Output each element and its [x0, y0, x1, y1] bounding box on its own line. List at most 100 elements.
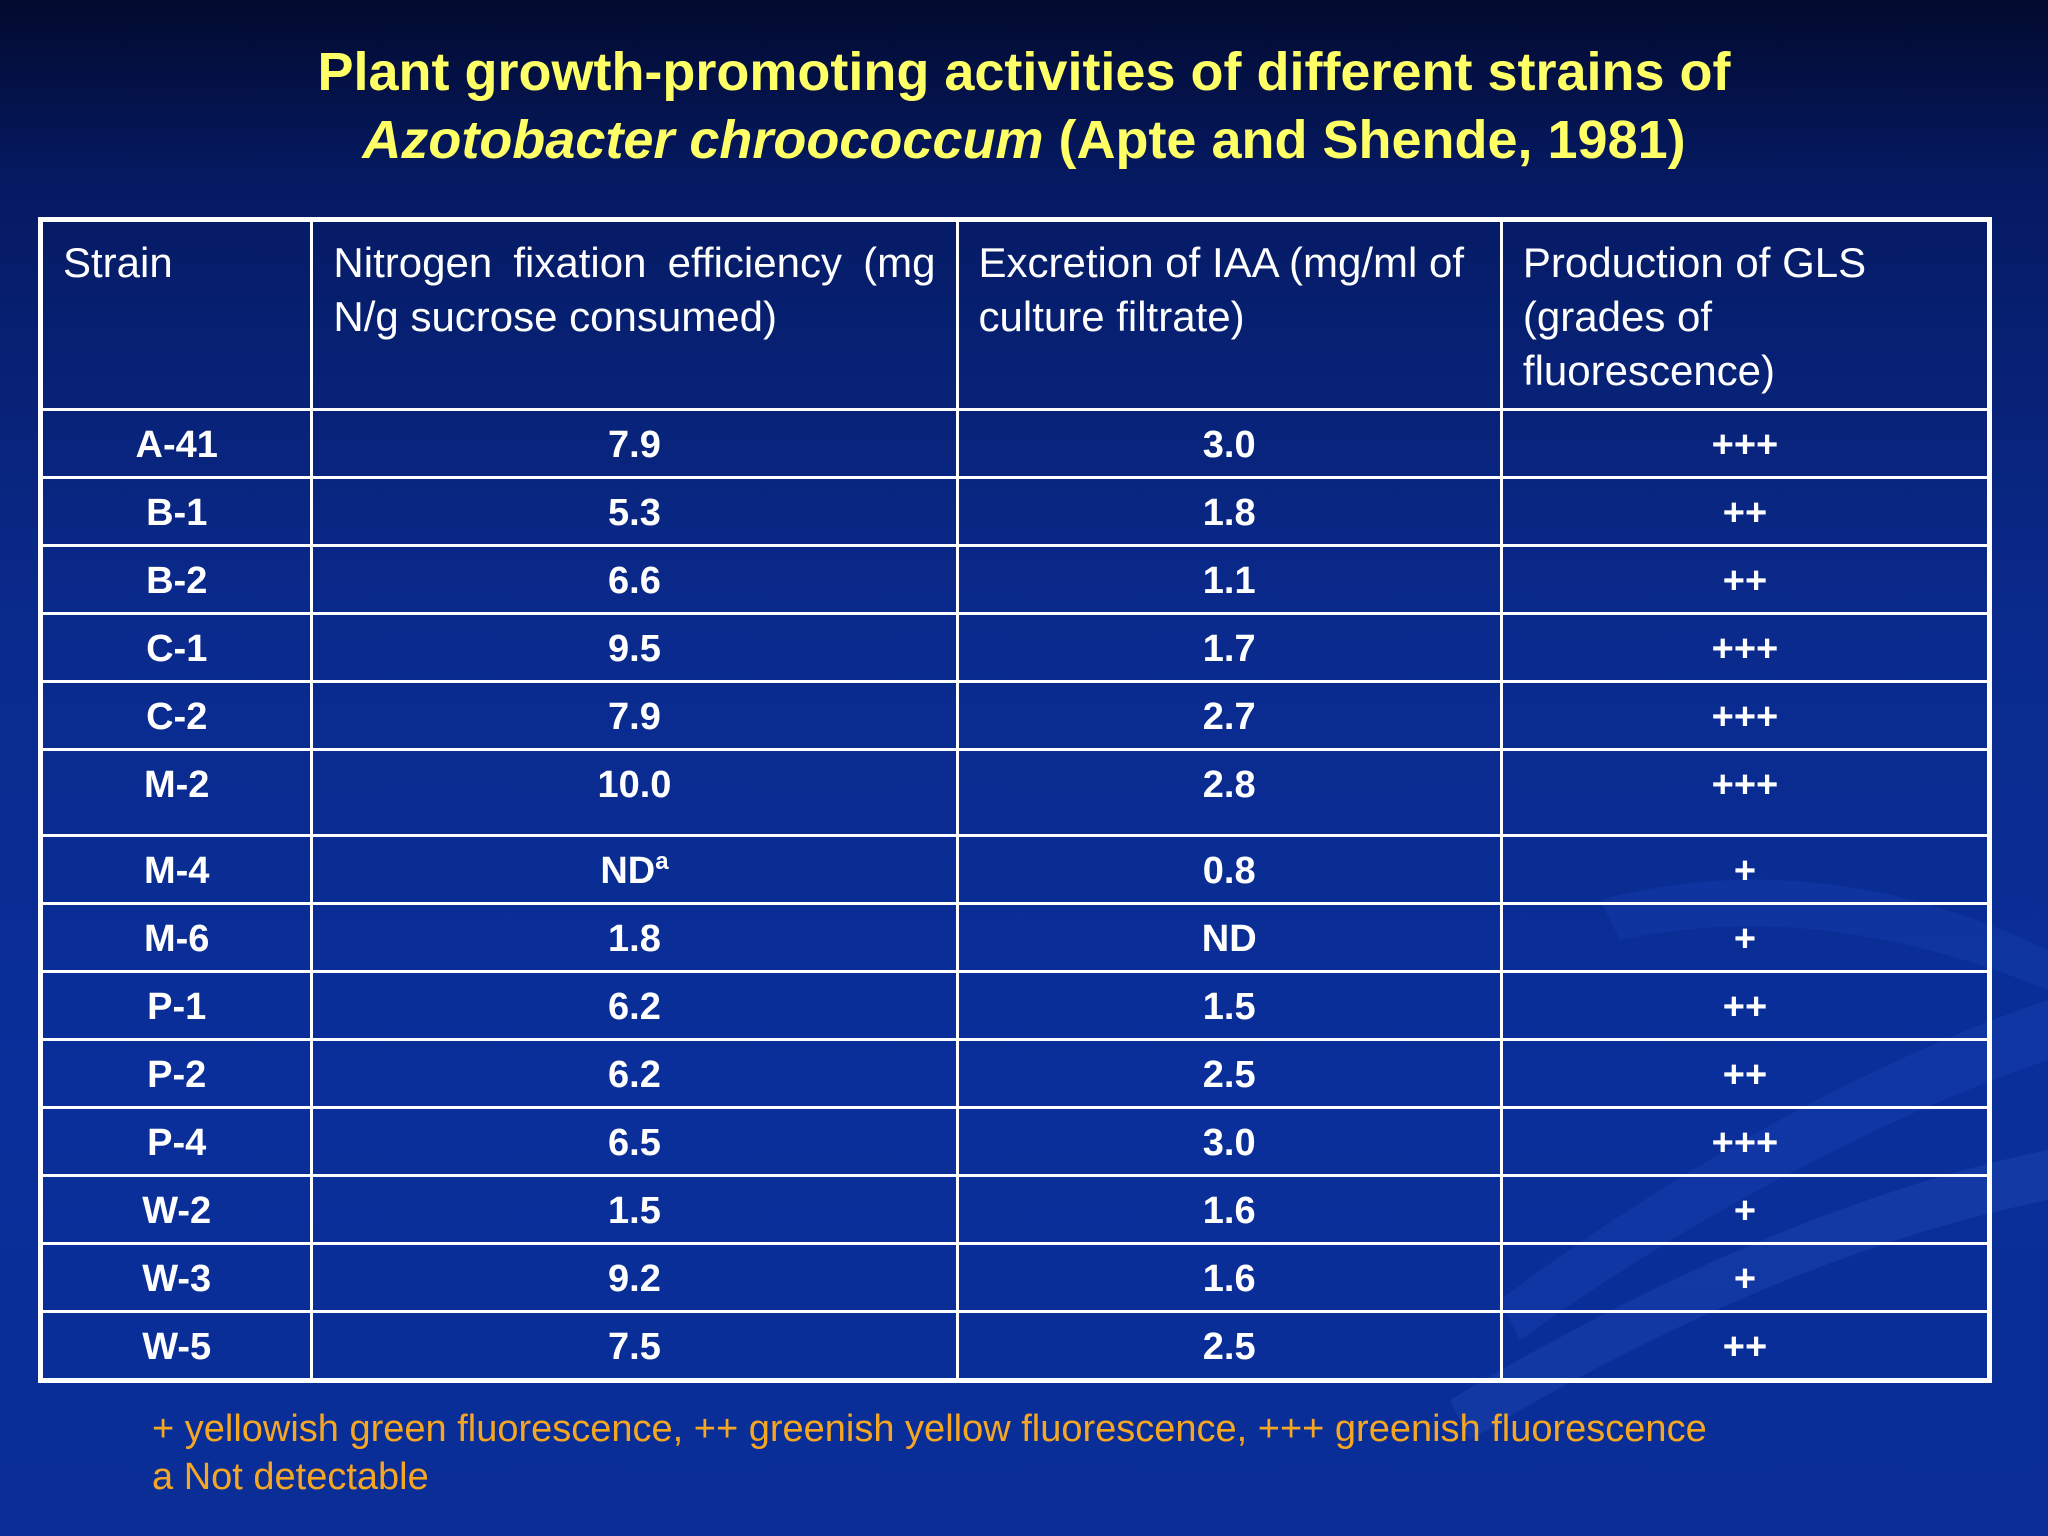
header-nitrogen-fixation: Nitrogen fixation efficiency (mg N/g suc…	[310, 218, 959, 411]
nitrogen-fixation-cell: 9.5	[310, 612, 959, 683]
nitrogen-fixation-cell-value: ND	[600, 850, 656, 892]
strain-cell-value: A-41	[135, 424, 218, 466]
nitrogen-fixation-cell: 6.2	[310, 970, 959, 1041]
iaa-excretion-cell-value: 3.0	[1202, 1122, 1256, 1164]
iaa-excretion-cell-value: 1.6	[1202, 1258, 1256, 1300]
strain-cell: W-5	[38, 1310, 314, 1382]
title-species-name: Azotobacter chroococcum	[362, 110, 1044, 170]
footnotes: + yellowish green fluorescence, ++ green…	[152, 1405, 1707, 1501]
iaa-excretion-cell: 1.6	[955, 1174, 1503, 1245]
table-row: W-2 1.5 1.6 +	[38, 1174, 1992, 1245]
nitrogen-fixation-cell-value: 9.2	[608, 1258, 661, 1300]
gls-grade-cell: ++	[1499, 544, 1992, 615]
nitrogen-fixation-cell: 9.2	[310, 1242, 959, 1313]
iaa-excretion-cell: 2.5	[955, 1038, 1503, 1109]
gls-grade-cell-value: +	[1733, 1258, 1757, 1300]
header-strain: Strain	[38, 218, 314, 411]
nitrogen-fixation-cell-value: 6.2	[608, 986, 661, 1028]
gls-grade-cell-value: +	[1733, 1190, 1757, 1232]
iaa-excretion-cell: 1.8	[955, 476, 1503, 547]
iaa-excretion-cell-value: 2.7	[1202, 696, 1256, 738]
footnote-not-detectable: a Not detectable	[152, 1456, 429, 1498]
iaa-excretion-cell-value: 1.5	[1202, 986, 1256, 1028]
iaa-excretion-cell: 2.8	[955, 748, 1503, 837]
table-row: W-5 7.5 2.5 ++	[38, 1310, 1992, 1382]
iaa-excretion-cell: 2.5	[955, 1310, 1503, 1382]
gls-grade-cell: ++	[1499, 970, 1992, 1041]
title-line-1: Plant growth-promoting activities of dif…	[317, 42, 1731, 102]
gls-grade-cell-value: ++	[1722, 986, 1768, 1028]
title-line-2: Azotobacter chroococcum (Apte and Shende…	[0, 106, 2048, 174]
strain-cell-value: W-5	[142, 1326, 212, 1368]
title-citation: (Apte and Shende, 1981)	[1043, 110, 1686, 170]
gls-grade-cell: +++	[1499, 680, 1992, 751]
footnote-fluorescence-legend: + yellowish green fluorescence, ++ green…	[152, 1408, 1707, 1450]
strain-cell-value: B-1	[146, 492, 208, 534]
iaa-excretion-cell: 1.1	[955, 544, 1503, 615]
gls-grade-cell: +	[1499, 1174, 1992, 1245]
nitrogen-fixation-cell-value: 7.9	[608, 696, 661, 738]
strain-cell-value: P-2	[147, 1054, 207, 1096]
header-iaa-excretion: Excretion of IAA (mg/ml of culture filtr…	[955, 218, 1503, 411]
table-row: P-1 6.2 1.5 ++	[38, 970, 1992, 1041]
table-row: W-3 9.2 1.6 +	[38, 1242, 1992, 1313]
table-row: C-2 7.9 2.7 +++	[38, 680, 1992, 751]
nitrogen-fixation-cell-value: 9.5	[608, 628, 661, 670]
strain-cell: P-1	[38, 970, 314, 1041]
strain-activity-table: Strain Nitrogen fixation efficiency (mg …	[38, 217, 1992, 1383]
strain-cell: W-2	[38, 1174, 314, 1245]
nitrogen-fixation-cell-value: 7.5	[608, 1326, 661, 1368]
iaa-excretion-cell-value: 1.8	[1202, 492, 1256, 534]
table-row: M-4 NDa 0.8 +	[38, 834, 1992, 905]
iaa-excretion-cell-value: 3.0	[1202, 424, 1256, 466]
header-gls-production: Production of GLS (grades of fluorescenc…	[1499, 218, 1992, 411]
table-row: A-41 7.9 3.0 +++	[38, 408, 1992, 479]
table-row: B-2 6.6 1.1 ++	[38, 544, 1992, 615]
strain-cell: C-1	[38, 612, 314, 683]
strain-cell-value: P-1	[147, 986, 207, 1028]
nitrogen-fixation-cell: 1.8	[310, 902, 959, 973]
iaa-excretion-cell-value: 2.8	[1202, 764, 1256, 806]
iaa-excretion-cell: 1.5	[955, 970, 1503, 1041]
nitrogen-fixation-cell: 6.5	[310, 1106, 959, 1177]
iaa-excretion-cell-value: 1.6	[1202, 1190, 1256, 1232]
table-body: A-41 7.9 3.0 +++ B-1 5.3 1.8 ++ B-2 6.6 1.1 ++ C-1 9.…	[38, 408, 1992, 1382]
strain-cell: C-2	[38, 680, 314, 751]
table-row: B-1 5.3 1.8 ++	[38, 476, 1992, 547]
nitrogen-fixation-cell: 10.0	[310, 748, 959, 837]
strain-cell-value: M-6	[143, 918, 210, 960]
footnote-marker: a	[655, 848, 669, 875]
strain-cell: M-2	[38, 748, 314, 837]
nitrogen-fixation-cell: 7.5	[310, 1310, 959, 1382]
gls-grade-cell-value: +++	[1711, 628, 1779, 670]
nitrogen-fixation-cell: 5.3	[310, 476, 959, 547]
iaa-excretion-cell-value: ND	[1201, 918, 1257, 960]
gls-grade-cell: ++	[1499, 1310, 1992, 1382]
table-row: M-6 1.8 ND +	[38, 902, 1992, 973]
nitrogen-fixation-cell-value: 6.2	[608, 1054, 661, 1096]
gls-grade-cell-value: +++	[1711, 764, 1779, 806]
gls-grade-cell: ++	[1499, 1038, 1992, 1109]
gls-grade-cell-value: ++	[1722, 560, 1768, 602]
gls-grade-cell-value: ++	[1722, 1326, 1768, 1368]
table-header-row: Strain Nitrogen fixation efficiency (mg …	[38, 218, 1992, 411]
nitrogen-fixation-cell: 1.5	[310, 1174, 959, 1245]
table-row: P-4 6.5 3.0 +++	[38, 1106, 1992, 1177]
strain-cell: P-4	[38, 1106, 314, 1177]
nitrogen-fixation-cell: NDa	[310, 834, 959, 905]
iaa-excretion-cell: 3.0	[955, 408, 1503, 479]
gls-grade-cell-value: ++	[1722, 1054, 1768, 1096]
strain-cell-value: B-2	[146, 560, 208, 602]
nitrogen-fixation-cell-value: 6.5	[608, 1122, 661, 1164]
gls-grade-cell: +++	[1499, 408, 1992, 479]
strain-cell: B-1	[38, 476, 314, 547]
gls-grade-cell-value: +	[1733, 918, 1757, 960]
iaa-excretion-cell-value: 1.1	[1202, 560, 1256, 602]
nitrogen-fixation-cell-value: 7.9	[608, 424, 661, 466]
gls-grade-cell-value: ++	[1722, 492, 1768, 534]
gls-grade-cell: +	[1499, 834, 1992, 905]
table-row: M-2 10.0 2.8 +++	[38, 748, 1992, 837]
gls-grade-cell-value: +	[1733, 850, 1757, 892]
strain-cell: A-41	[38, 408, 314, 479]
iaa-excretion-cell: 2.7	[955, 680, 1503, 751]
